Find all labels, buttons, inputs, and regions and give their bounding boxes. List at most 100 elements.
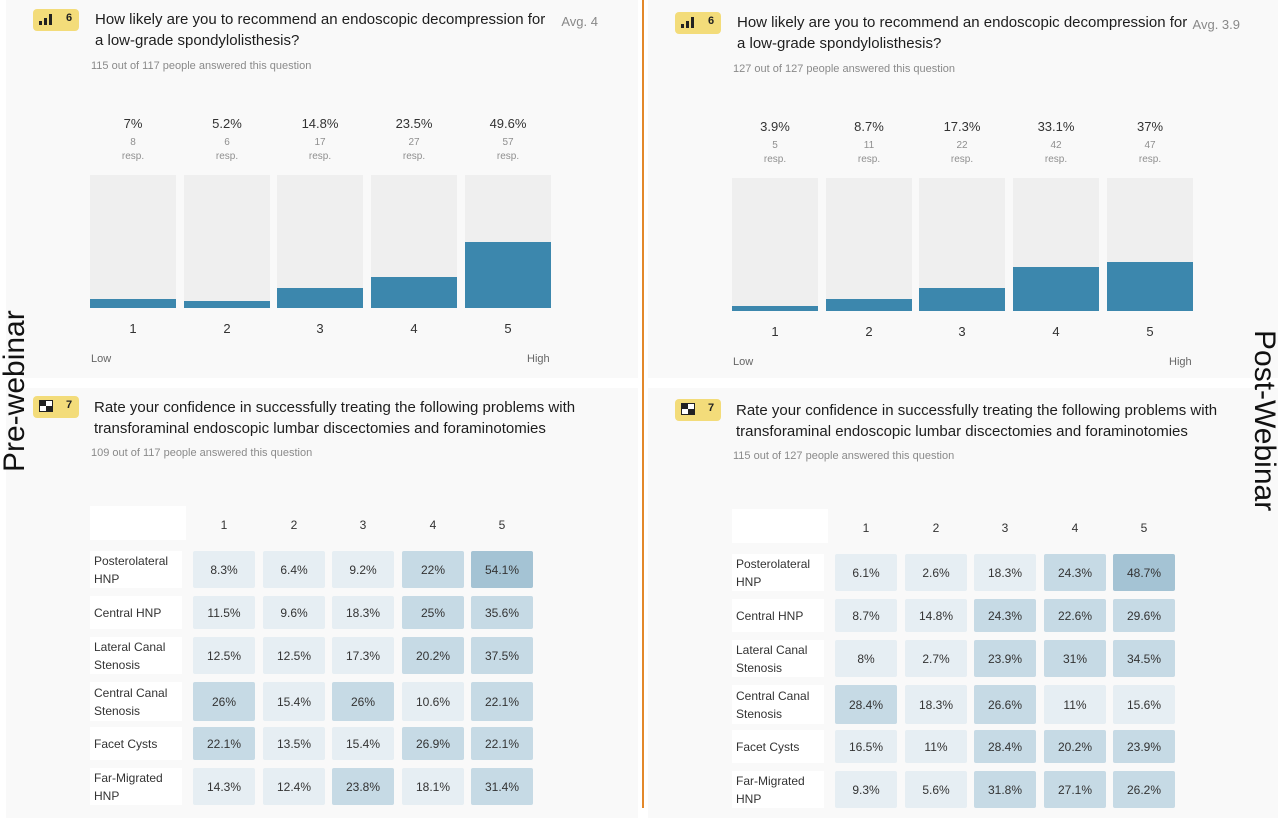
row-label: Posterolateral HNP — [732, 554, 824, 591]
bar — [277, 288, 363, 308]
post_q6-badge: 6 — [675, 12, 721, 34]
row-label: Lateral Canal Stenosis — [732, 640, 824, 677]
question-title: Rate your confidence in successfully tre… — [94, 399, 576, 437]
heatmap-cell: 22.1% — [471, 682, 533, 721]
bar-percentage: 37% — [1136, 119, 1164, 134]
heatmap-cell: 28.4% — [974, 730, 1036, 763]
heatmap-cell: 8% — [835, 640, 897, 677]
bar-count: 5 — [772, 140, 778, 151]
bar — [184, 301, 270, 308]
bar-track — [919, 178, 1005, 311]
heatmap-cell: 5.6% — [905, 771, 967, 808]
bar-count: 42 — [1050, 140, 1062, 151]
heatmap-cell: 15.6% — [1113, 685, 1175, 724]
heatmap-cell: 16.5% — [835, 730, 897, 763]
bar-track — [371, 175, 457, 308]
heatmap-cell: 11% — [905, 730, 967, 763]
heatmap-cell: 18.1% — [402, 768, 464, 805]
bar-count: 57 — [502, 137, 514, 148]
divider-line — [642, 0, 644, 808]
heatmap-cell: 14.3% — [193, 768, 255, 805]
bar-track — [90, 175, 176, 308]
matrix-icon — [39, 400, 53, 412]
post-webinar-label: Post-Webinar — [1248, 330, 1280, 512]
question-title: Rate your confidence in successfully tre… — [736, 402, 1218, 440]
column-header: 5 — [498, 518, 506, 532]
question-title: How likely are you to recommend an endos… — [95, 11, 546, 49]
table-corner — [732, 509, 828, 543]
column-header: 1 — [220, 518, 228, 532]
heatmap-cell: 12.5% — [263, 637, 325, 674]
column-header: 2 — [290, 518, 298, 532]
heatmap-cell: 2.7% — [905, 640, 967, 677]
low-label: Low — [733, 356, 754, 368]
low-label: Low — [91, 353, 112, 365]
bar-count: 11 — [863, 140, 875, 151]
question-title: How likely are you to recommend an endos… — [737, 14, 1188, 52]
bar-percentage: 17.3% — [943, 119, 981, 134]
pre_q6-badge: 6 — [33, 9, 79, 31]
column-header: 4 — [429, 518, 437, 532]
bar-count-unit: resp. — [308, 151, 332, 162]
bar-track — [1107, 178, 1193, 311]
heatmap-cell: 26.9% — [402, 727, 464, 760]
heatmap-cell: 13.5% — [263, 727, 325, 760]
bar — [371, 276, 457, 308]
row-label: Central HNP — [732, 599, 824, 632]
bar-count: 22 — [956, 140, 968, 151]
heatmap-cell: 31.4% — [471, 768, 533, 805]
heatmap-cell: 9.6% — [263, 596, 325, 629]
heatmap-cell: 22.1% — [193, 727, 255, 760]
heatmap-cell: 8.3% — [193, 551, 255, 588]
heatmap-cell: 34.5% — [1113, 640, 1175, 677]
bar-percentage: 14.8% — [301, 116, 339, 131]
heatmap-cell: 15.4% — [263, 682, 325, 721]
heatmap-cell: 14.8% — [905, 599, 967, 632]
row-label: Central HNP — [90, 596, 182, 629]
bar-percentage: 49.6% — [489, 116, 527, 131]
column-header: 4 — [1071, 521, 1079, 535]
bar-count: 17 — [314, 137, 326, 148]
row-label: Central Canal Stenosis — [90, 682, 182, 721]
bar-percentage: 7% — [123, 116, 143, 131]
bar-track — [465, 175, 551, 308]
question-number: 6 — [708, 15, 715, 27]
post_q7-badge: 7 — [675, 399, 721, 421]
heatmap-cell: 18.3% — [974, 554, 1036, 591]
column-header: 3 — [1001, 521, 1009, 535]
row-label: Far-Migrated HNP — [732, 771, 824, 808]
answered-count: 115 out of 127 people answered this ques… — [733, 450, 955, 462]
bar-chart-icon — [39, 14, 52, 25]
bar-category-label: 1 — [129, 321, 137, 336]
bar-track — [277, 175, 363, 308]
bar-count: 27 — [408, 137, 420, 148]
bar-percentage: 8.7% — [854, 119, 884, 134]
heatmap-cell: 10.6% — [402, 682, 464, 721]
heatmap-cell: 24.3% — [1044, 554, 1106, 591]
row-label: Posterolateral HNP — [90, 551, 182, 588]
heatmap-cell: 6.1% — [835, 554, 897, 591]
heatmap-cell: 54.1% — [471, 551, 533, 588]
heatmap-cell: 9.2% — [332, 551, 394, 588]
bar-track — [1013, 178, 1099, 311]
bar-category-label: 3 — [958, 324, 966, 339]
pre_q7-badge: 7 — [33, 396, 79, 418]
bar-category-label: 4 — [410, 321, 418, 336]
matrix-icon — [681, 403, 695, 415]
heatmap-cell: 28.4% — [835, 685, 897, 724]
heatmap-cell: 31.8% — [974, 771, 1036, 808]
bar — [90, 298, 176, 308]
bar — [1107, 261, 1193, 311]
bar-percentage: 3.9% — [760, 119, 790, 134]
heatmap-cell: 20.2% — [402, 637, 464, 674]
answered-count: 109 out of 117 people answered this ques… — [91, 447, 313, 459]
heatmap-cell: 27.1% — [1044, 771, 1106, 808]
row-label: Far-Migrated HNP — [90, 768, 182, 805]
heatmap-cell: 22% — [402, 551, 464, 588]
heatmap-cell: 12.4% — [263, 768, 325, 805]
bar-count-unit: resp. — [1138, 154, 1162, 165]
column-header: 1 — [862, 521, 870, 535]
column-header: 2 — [932, 521, 940, 535]
heatmap-cell: 9.3% — [835, 771, 897, 808]
bar-count-unit: resp. — [857, 154, 881, 165]
